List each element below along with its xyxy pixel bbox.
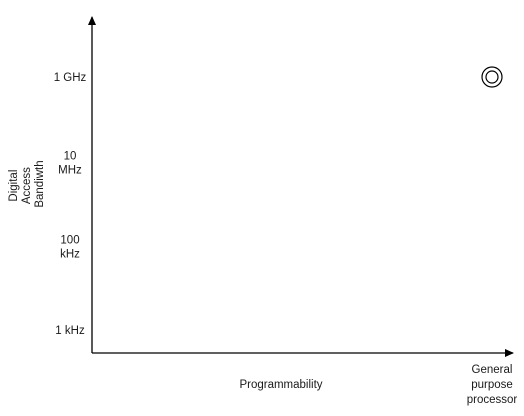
y-axis-label-line-2: Access (21, 167, 33, 204)
y-axis-label-line-1: Digital (8, 170, 20, 202)
y-tick-label: 1 kHz (55, 325, 85, 337)
y-tick-label: 10 MHz (58, 150, 82, 176)
x-tick-labels: General purpose processor (467, 364, 518, 406)
data-points (481, 66, 503, 88)
y-axis-label: Digital Access Bandiwth (8, 160, 46, 207)
data-point-marker (481, 66, 503, 88)
y-tick-label: 1 GHz (54, 72, 87, 84)
x-axis-label: Programmability (239, 379, 322, 391)
y-axis-label-line-3: Bandiwth (34, 160, 46, 207)
x-tick-label: General purpose processor (467, 364, 518, 406)
y-tick-label: 100 kHz (60, 235, 80, 261)
y-tick-labels: 1 kHz 100 kHz 10 MHz 1 GHz (54, 72, 87, 337)
